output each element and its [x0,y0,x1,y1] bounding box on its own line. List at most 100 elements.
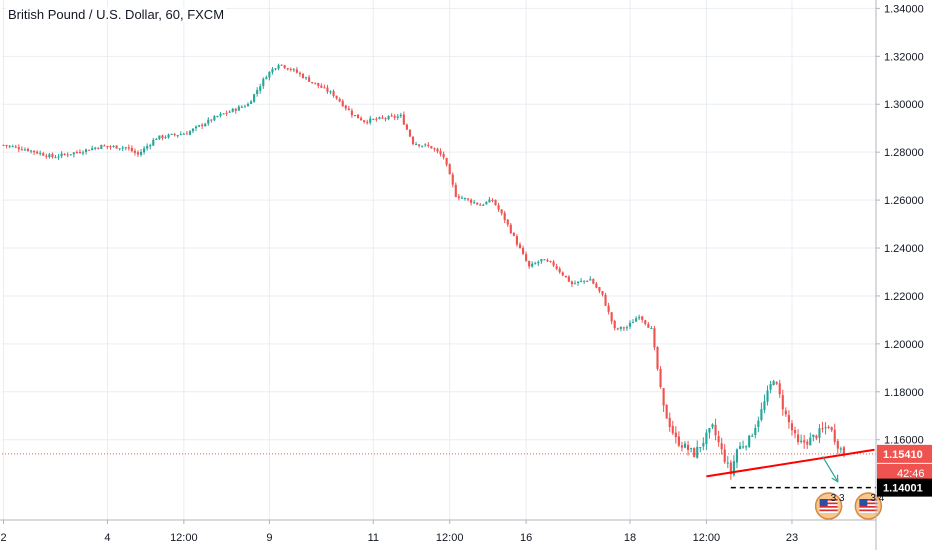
candle [424,143,427,147]
candle [754,424,757,439]
candle [653,325,656,351]
candle-body [130,148,133,152]
candle-body [57,156,60,158]
candle-body [668,417,671,427]
candle [201,123,204,129]
candle [625,325,629,331]
candle [778,379,781,398]
time-tick-label: 18 [624,532,636,544]
candle-body [301,74,305,78]
candle-body [647,324,650,328]
candle-body [384,118,387,120]
candle [356,114,360,119]
candle [277,63,280,71]
candle-body [304,77,308,79]
candle [528,260,531,269]
candle [207,117,210,126]
candle [274,67,277,71]
candle-body [693,447,696,458]
candle [271,67,274,75]
candle-body [525,254,528,261]
candle-body [485,201,488,205]
candle [399,112,402,118]
candle [619,326,622,332]
trendline[interactable] [706,448,875,478]
candle-body [653,328,656,348]
candle-body [286,68,289,70]
candle-body [149,145,152,147]
candle [473,199,476,204]
candle [787,410,790,429]
drawings[interactable]: 3 3 3 4 [2,448,885,520]
candle [793,426,797,439]
candle-body [842,447,845,456]
candle-body [757,420,760,427]
candle [448,163,451,175]
candle [127,144,130,151]
candle-body [555,266,558,269]
candle [772,379,775,386]
candle-body [537,261,540,264]
candle-body [216,116,219,118]
candle [390,113,393,117]
candle-body [378,117,381,119]
candle-body [332,91,335,96]
candle [573,280,577,285]
candle [717,430,720,447]
candle-body [372,119,375,121]
candle [430,145,433,149]
candle [693,447,696,458]
candle-body [723,449,726,463]
candle [751,433,754,437]
event-badge[interactable]: 3 3 [814,492,845,520]
time-tick-label: 9 [266,532,272,544]
candle [216,115,219,118]
candle [249,99,253,104]
candle-body [94,147,97,149]
candle [454,182,457,198]
candle [500,209,503,216]
candle-body [745,446,748,448]
event-badge-label: 3 4 [870,493,884,504]
candle-body [463,198,467,200]
event-badge[interactable]: 3 4 [854,492,885,520]
candle [295,67,298,74]
candle-body [2,144,5,146]
candle [763,394,766,414]
candle [421,145,424,148]
candle-body [54,157,57,159]
candle [194,125,198,132]
time-tick-label: 4 [104,532,110,544]
candle-body [375,118,378,120]
candle [292,68,295,73]
candle [631,319,635,324]
candle [375,116,378,122]
candle-body [353,115,357,117]
candle-body [430,146,433,149]
candle [442,151,445,160]
candle [372,118,375,121]
candle [94,146,97,151]
candle [109,145,112,150]
arrow-line[interactable] [822,456,839,482]
candle [830,426,833,433]
candle-body [445,157,448,165]
candle-body [815,435,818,439]
candle-body [717,436,720,443]
candle [680,441,684,452]
candle-body [833,429,836,442]
candle [191,128,195,134]
candle-body [210,119,213,121]
candle-body [66,154,69,156]
current-price-badge [877,444,932,463]
candle [546,258,549,263]
candle-body [320,85,323,88]
candle [641,315,644,323]
candle [561,271,564,277]
candle [564,275,567,278]
target-price-label: 1.14001 [883,483,923,495]
candle [638,314,641,321]
candle-body [33,150,36,153]
